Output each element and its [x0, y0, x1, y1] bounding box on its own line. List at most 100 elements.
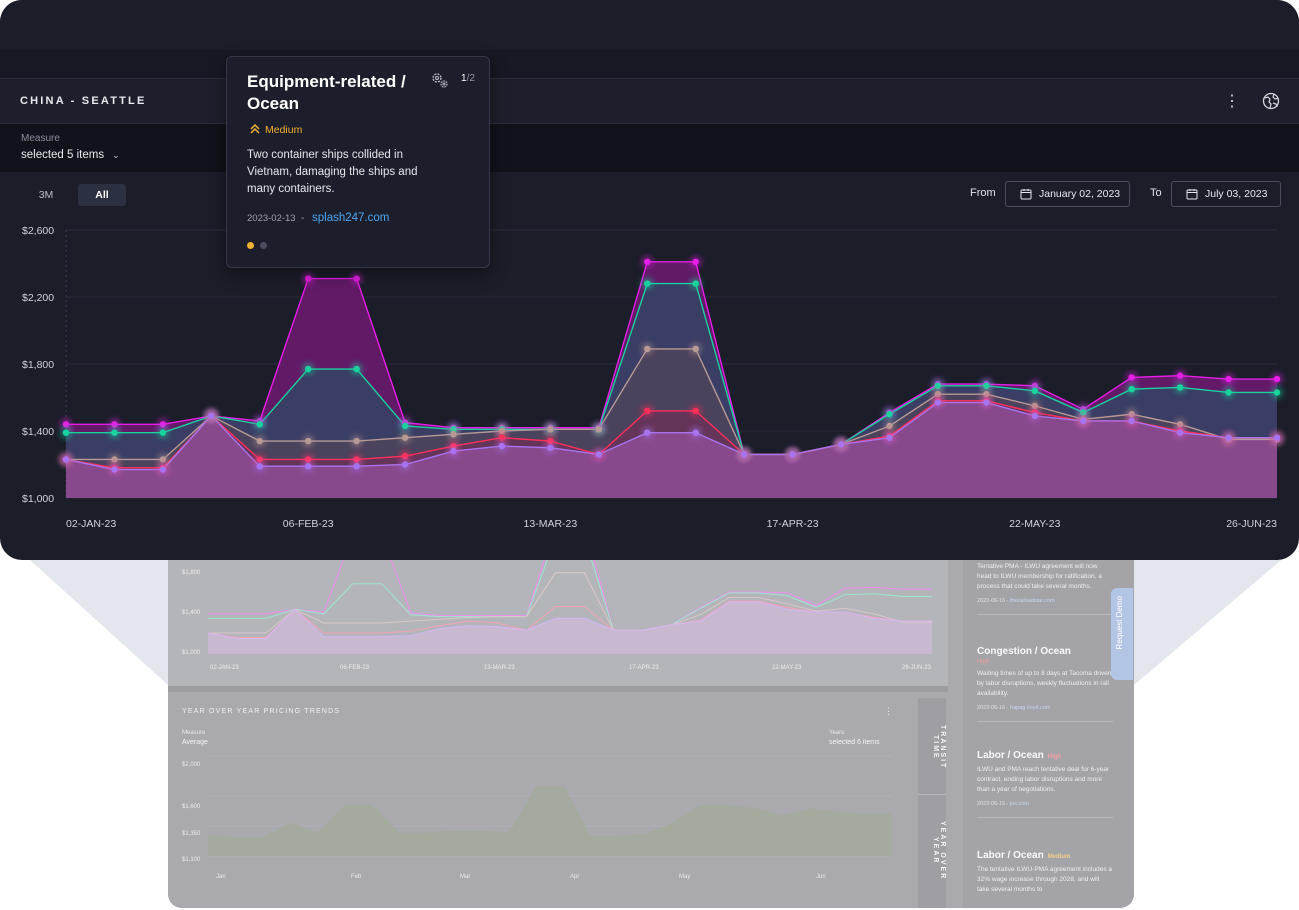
- bg-alert-body: ILWU and PMA reach tentative deal for 6-…: [977, 766, 1110, 793]
- series-line-2: [66, 282, 1277, 456]
- data-point: [353, 462, 360, 470]
- x-tick-label: 13-MAR-23: [524, 518, 578, 530]
- bg-alert-source[interactable]: thecaloadstar.com: [1010, 598, 1055, 604]
- bg-yoy-ytick: $1,100: [182, 857, 201, 863]
- bg-yoy-ytick: $1,600: [182, 804, 201, 810]
- more-options-icon[interactable]: ⋮: [1224, 93, 1240, 110]
- measure-label: Measure: [21, 133, 60, 144]
- severity-badge: Medium: [249, 123, 302, 136]
- data-point: [1031, 412, 1039, 420]
- tab-transit-time[interactable]: TRANSIT TIME: [932, 724, 946, 770]
- data-point: [401, 452, 409, 460]
- data-point: [159, 429, 167, 436]
- y-tick-label: $2,600: [22, 225, 54, 237]
- bg-alert-severity: High: [977, 659, 990, 665]
- y-tick-label: $1,800: [22, 359, 54, 371]
- bg-kebab-icon[interactable]: ⋮: [884, 706, 893, 716]
- data-point: [1273, 389, 1281, 396]
- data-point: [305, 365, 312, 373]
- y-tick-label: $1,400: [22, 426, 54, 438]
- to-label: To: [1150, 187, 1162, 199]
- bg-alert-title: Labor / Ocean High: [977, 750, 1113, 761]
- pager-dot-active[interactable]: [247, 242, 254, 249]
- bg-yoy-measure-value[interactable]: Average: [182, 739, 208, 746]
- double-chevron-up-icon: [250, 123, 260, 134]
- bg-yoy-xtick: May: [679, 874, 691, 880]
- bg-alert-source[interactable]: joc.com: [1010, 801, 1029, 807]
- range-all-button[interactable]: All: [78, 184, 126, 206]
- data-point: [595, 426, 603, 433]
- bg-alert-body: Tentative PMA - ILWU agreement will now …: [977, 563, 1102, 590]
- data-point: [595, 451, 603, 458]
- bg-alert-divider: [977, 721, 1113, 722]
- tooltip-date: 2023-02-13: [247, 213, 296, 224]
- background-dashboard: $1,800 $1,400 $1,000 02-JAN-23 06-FEB-23…: [168, 548, 1134, 908]
- data-point: [401, 422, 409, 430]
- data-point: [789, 451, 796, 458]
- bg-yoy-years-value[interactable]: selected 6 items: [829, 739, 880, 746]
- bg-alert-severity: Medium: [1047, 854, 1071, 860]
- data-point: [1273, 375, 1281, 383]
- bg-alert-source[interactable]: hapag-lloyd.com: [1010, 705, 1051, 711]
- bg-series-area: [208, 601, 932, 654]
- request-demo-label: Request Demo: [1115, 596, 1124, 650]
- date-from-picker[interactable]: January 02, 2023: [1005, 181, 1130, 207]
- data-point: [111, 429, 118, 436]
- data-point: [692, 429, 699, 436]
- data-point: [1176, 429, 1184, 436]
- series-line-1: [66, 261, 1277, 456]
- gears-icon[interactable]: [430, 71, 450, 89]
- bg-yoy-xtick: Jun: [816, 874, 826, 880]
- y-tick-label: $1,000: [22, 493, 54, 505]
- bg-yoy-ytick: $1,350: [182, 831, 201, 837]
- data-point: [1225, 434, 1232, 441]
- x-tick-label: 26-JUN-23: [1226, 518, 1277, 530]
- bg-alert-title: Labor / Ocean Medium: [977, 850, 1113, 861]
- x-tick-label: 17-APR-23: [767, 518, 819, 530]
- data-point: [450, 447, 457, 455]
- tooltip-title: Equipment-related / Ocean: [247, 72, 406, 113]
- bg-alert-card[interactable]: Labor / Ocean High ILWU and PMA reach ten…: [977, 750, 1113, 818]
- pager-dot[interactable]: [260, 242, 267, 249]
- bg-alert-card[interactable]: Congestion / Ocean High Waiting times of…: [977, 646, 1113, 722]
- data-point: [692, 345, 699, 353]
- bg-yoy-measure-label: Measure: [182, 730, 206, 736]
- top-strip-secondary: [0, 50, 1299, 78]
- measure-select[interactable]: selected 5 items ⌄: [21, 149, 120, 161]
- data-point: [886, 422, 893, 430]
- bg-alert-card[interactable]: Tentative PMA - ILWU agreement will now …: [977, 562, 1113, 615]
- data-point: [111, 421, 118, 428]
- tooltip-source-link[interactable]: splash247.com: [312, 212, 390, 224]
- bg-tab-divider: [918, 794, 946, 795]
- globe-icon[interactable]: [1262, 92, 1280, 110]
- data-point: [159, 456, 167, 463]
- pricing-chart: $2,600 $2,200 $1,800 $1,400 $1,000 02-JAN-23 0…: [22, 225, 1283, 530]
- bg-alert-card[interactable]: Labor / Ocean Medium The tentative ILWU-P…: [977, 850, 1113, 895]
- series-line-5: [65, 401, 1277, 471]
- data-point: [692, 258, 699, 266]
- data-point: [256, 421, 263, 428]
- request-demo-button[interactable]: Request Demo: [1111, 588, 1133, 680]
- range-3m-button[interactable]: 3M: [38, 189, 54, 201]
- data-point: [401, 461, 409, 468]
- bg-divider: [168, 686, 948, 692]
- bg-yoy-chart-svg: [208, 755, 892, 857]
- bg-series-line: [208, 548, 932, 631]
- bg-small-chart-svg: [207, 548, 932, 654]
- data-point: [644, 345, 651, 353]
- tab-year-over-year[interactable]: YEAR OVER YEAR: [932, 821, 946, 881]
- data-point: [111, 466, 118, 473]
- data-point: [1273, 434, 1281, 441]
- data-point: [1176, 372, 1184, 379]
- bg-xtick: 13-MAR-23: [484, 665, 515, 671]
- bg-yoy-xtick: Mar: [460, 874, 471, 880]
- data-point: [886, 434, 893, 441]
- data-point: [256, 437, 263, 445]
- data-point: [62, 456, 70, 463]
- bg-yoy-years-label: Years: [829, 730, 845, 736]
- bg-alert-body: Waiting times of up to 8 days at Tacoma …: [977, 670, 1112, 697]
- bg-alert-date: 2023-06-15: [977, 801, 1006, 807]
- calendar-icon: [1020, 189, 1032, 200]
- bg-series-line: [208, 572, 932, 634]
- date-to-picker[interactable]: July 03, 2023: [1171, 181, 1281, 207]
